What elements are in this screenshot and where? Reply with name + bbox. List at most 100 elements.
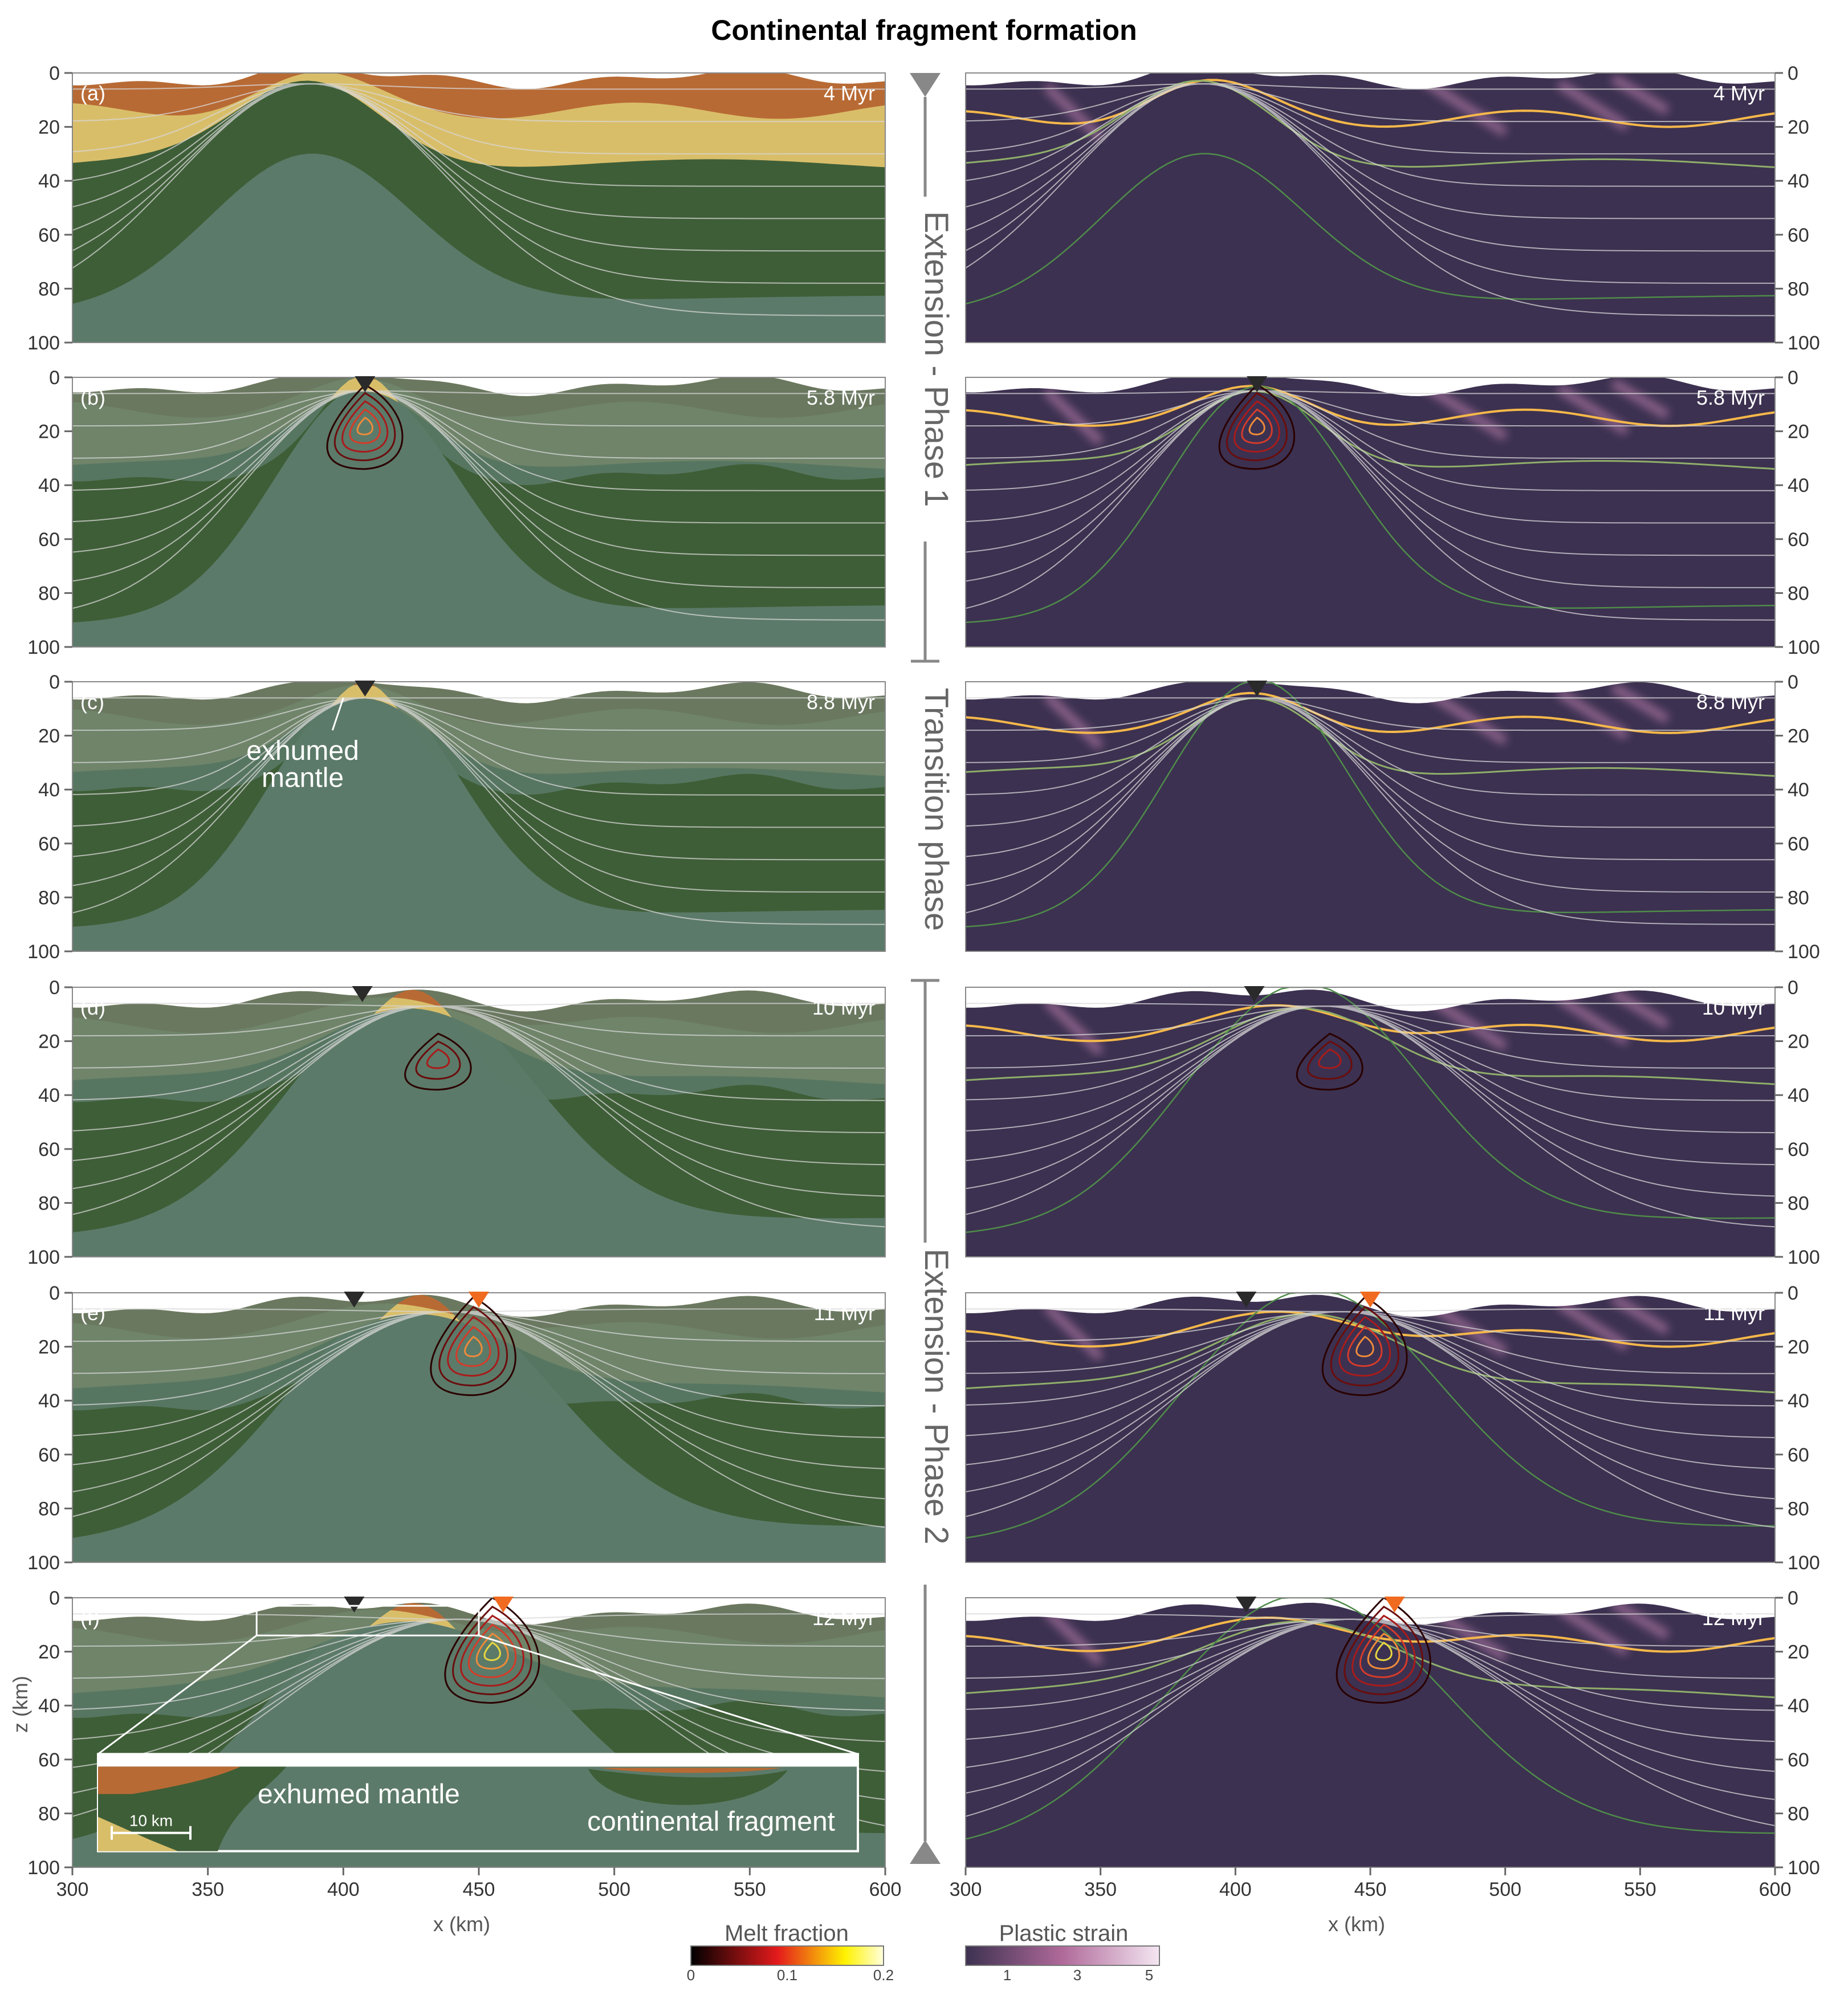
exhumed-mantle-zone (72, 1602, 885, 1718)
z-tick-label: 80 (1788, 1803, 1809, 1825)
rift-axis-marker-icon (1384, 1597, 1405, 1613)
panel-time: 4 Myr (824, 82, 875, 105)
lab-line (966, 682, 1775, 928)
melt-tick: 0 (687, 1967, 695, 1984)
z-tick-label: 20 (1788, 421, 1809, 443)
annotation-arrow (331, 697, 344, 731)
composition-panels: 0 20 40 60 80 100 (a) 4 Myr 0 20 40 60 80 100 (b) 5.8 M… (27, 63, 886, 1879)
panel-label: (e) (80, 1301, 105, 1325)
strain-panel-b: 0 20 40 60 80 100 5.8 Myr (965, 367, 1820, 658)
panel-time: 12 Myr (812, 1606, 875, 1630)
strain-colorbar-label: Plastic strain (999, 1921, 1129, 1946)
z-tick-label: 80 (1788, 278, 1809, 300)
z-tick-label: 100 (27, 1247, 60, 1268)
moho-line (966, 697, 1775, 777)
rift-axis-marker-icon (1244, 986, 1265, 1002)
x-tick-label: 350 (192, 1879, 224, 1900)
strain-background (966, 987, 1775, 1257)
timeline-bottom-arrow-icon (910, 1840, 941, 1864)
z-tick-label: 0 (1788, 63, 1798, 84)
z-tick-label: 20 (38, 1031, 60, 1053)
strain-colorbar: Plastic strain 1 3 5 (965, 1921, 1160, 1984)
x-axis-label-right: x (km) (1328, 1912, 1385, 1936)
z-tick-label: 0 (49, 367, 60, 389)
z-tick-label: 60 (1788, 529, 1809, 551)
z-tick-label: 20 (38, 1642, 60, 1663)
strain-panel-e: 0 20 40 60 80 100 11 Myr (965, 1283, 1820, 1574)
panel-time: 10 Myr (812, 996, 875, 1019)
z-tick-label: 20 (1788, 117, 1809, 139)
z-tick-label: 60 (1788, 225, 1809, 246)
flow-lines (72, 390, 885, 621)
flow-lines (72, 83, 885, 316)
composition-panel-e: 0 20 40 60 80 100 (e) 11 Myr (27, 1283, 886, 1574)
composition-panel-a: 0 20 40 60 80 100 (a) 4 Myr (27, 63, 886, 354)
flow-lines (72, 1308, 885, 1528)
strain-tick: 1 (1003, 1967, 1011, 1984)
x-axis-label-left: x (km) (433, 1912, 490, 1936)
z-tick-label: 0 (1788, 367, 1798, 389)
z-tick-label: 60 (1788, 1139, 1809, 1161)
melt-tick: 0.1 (777, 1967, 797, 1984)
z-axis-label: z (km) (9, 1676, 32, 1733)
z-tick-label: 60 (38, 529, 60, 551)
z-tick-label: 20 (1788, 1337, 1809, 1358)
z-tick-label: 40 (1788, 170, 1809, 192)
inset-continental-fragment-label: continental fragment (587, 1807, 835, 1837)
timeline-top-arrow-icon (910, 73, 941, 97)
z-tick-label: 20 (1788, 726, 1809, 747)
z-tick-label: 20 (38, 117, 60, 139)
exhumed-mantle-zone (72, 990, 885, 1102)
melt-contours (1336, 1598, 1431, 1704)
z-tick-label: 0 (49, 671, 60, 693)
melt-colorbar-ramp (690, 1945, 884, 1966)
phase-timeline: Extension - Phase 1 Transition phase Ext… (910, 73, 955, 1864)
melt-contours (444, 1598, 540, 1704)
z-tick-label: 40 (1788, 1085, 1809, 1106)
flow-lines (966, 83, 1775, 316)
melt-contours (1218, 384, 1295, 470)
air (966, 377, 1775, 396)
z-tick-label: 100 (1788, 637, 1820, 658)
z-tick-label: 100 (1788, 332, 1820, 354)
rift-axis-marker-icon (352, 986, 373, 1002)
z-tick-label: 40 (1788, 1695, 1809, 1717)
strain-tick: 3 (1073, 1967, 1081, 1984)
melt-contours (326, 384, 404, 470)
z-tick-label: 40 (1788, 475, 1809, 496)
z-tick-label: 100 (1788, 1857, 1820, 1879)
z-tick-label: 40 (38, 1390, 60, 1412)
z-tick-label: 80 (38, 1803, 60, 1825)
z-tick-label: 40 (38, 475, 60, 496)
z-tick-label: 40 (1788, 779, 1809, 801)
rift-axis-marker-icon (1247, 681, 1268, 697)
air (72, 987, 885, 1012)
x-tick-labels: 300 300 350 350 400 400 450 450 500 500 550 550 600 6… (56, 1867, 1791, 1900)
panel-label: (c) (80, 690, 104, 714)
strain-background (966, 73, 1775, 343)
exhumed-mantle-zone (72, 1294, 885, 1411)
rift-axis-marker-icon (344, 1597, 365, 1613)
panel-time: 8.8 Myr (807, 690, 875, 714)
z-tick-label: 40 (1788, 1390, 1809, 1412)
lab-line (966, 385, 1775, 624)
panel-time: 11 Myr (1704, 1301, 1765, 1325)
z-tick-label: 80 (38, 278, 60, 300)
crust-interface-line (966, 79, 1775, 128)
composition-panel-b: 0 20 40 60 80 100 (b) 5.8 Myr (27, 367, 886, 658)
z-tick-label: 80 (1788, 1498, 1809, 1520)
rift-axis-marker-icon (1236, 1597, 1257, 1613)
z-tick-label: 20 (38, 1337, 60, 1358)
rift-axis-marker-icon (1360, 1292, 1381, 1308)
strain-tick: 5 (1145, 1967, 1153, 1984)
z-tick-label: 40 (38, 1085, 60, 1106)
z-tick-label: 60 (38, 1139, 60, 1161)
x-tick-label: 450 (463, 1879, 495, 1900)
moho-line (966, 1313, 1775, 1394)
moho-line (966, 79, 1775, 168)
rift-axis-marker-icon (469, 1292, 489, 1308)
z-tick-label: 60 (1788, 1749, 1809, 1771)
z-tick-label: 60 (38, 833, 60, 855)
air (966, 73, 1775, 89)
z-tick-label: 100 (1788, 1247, 1820, 1268)
